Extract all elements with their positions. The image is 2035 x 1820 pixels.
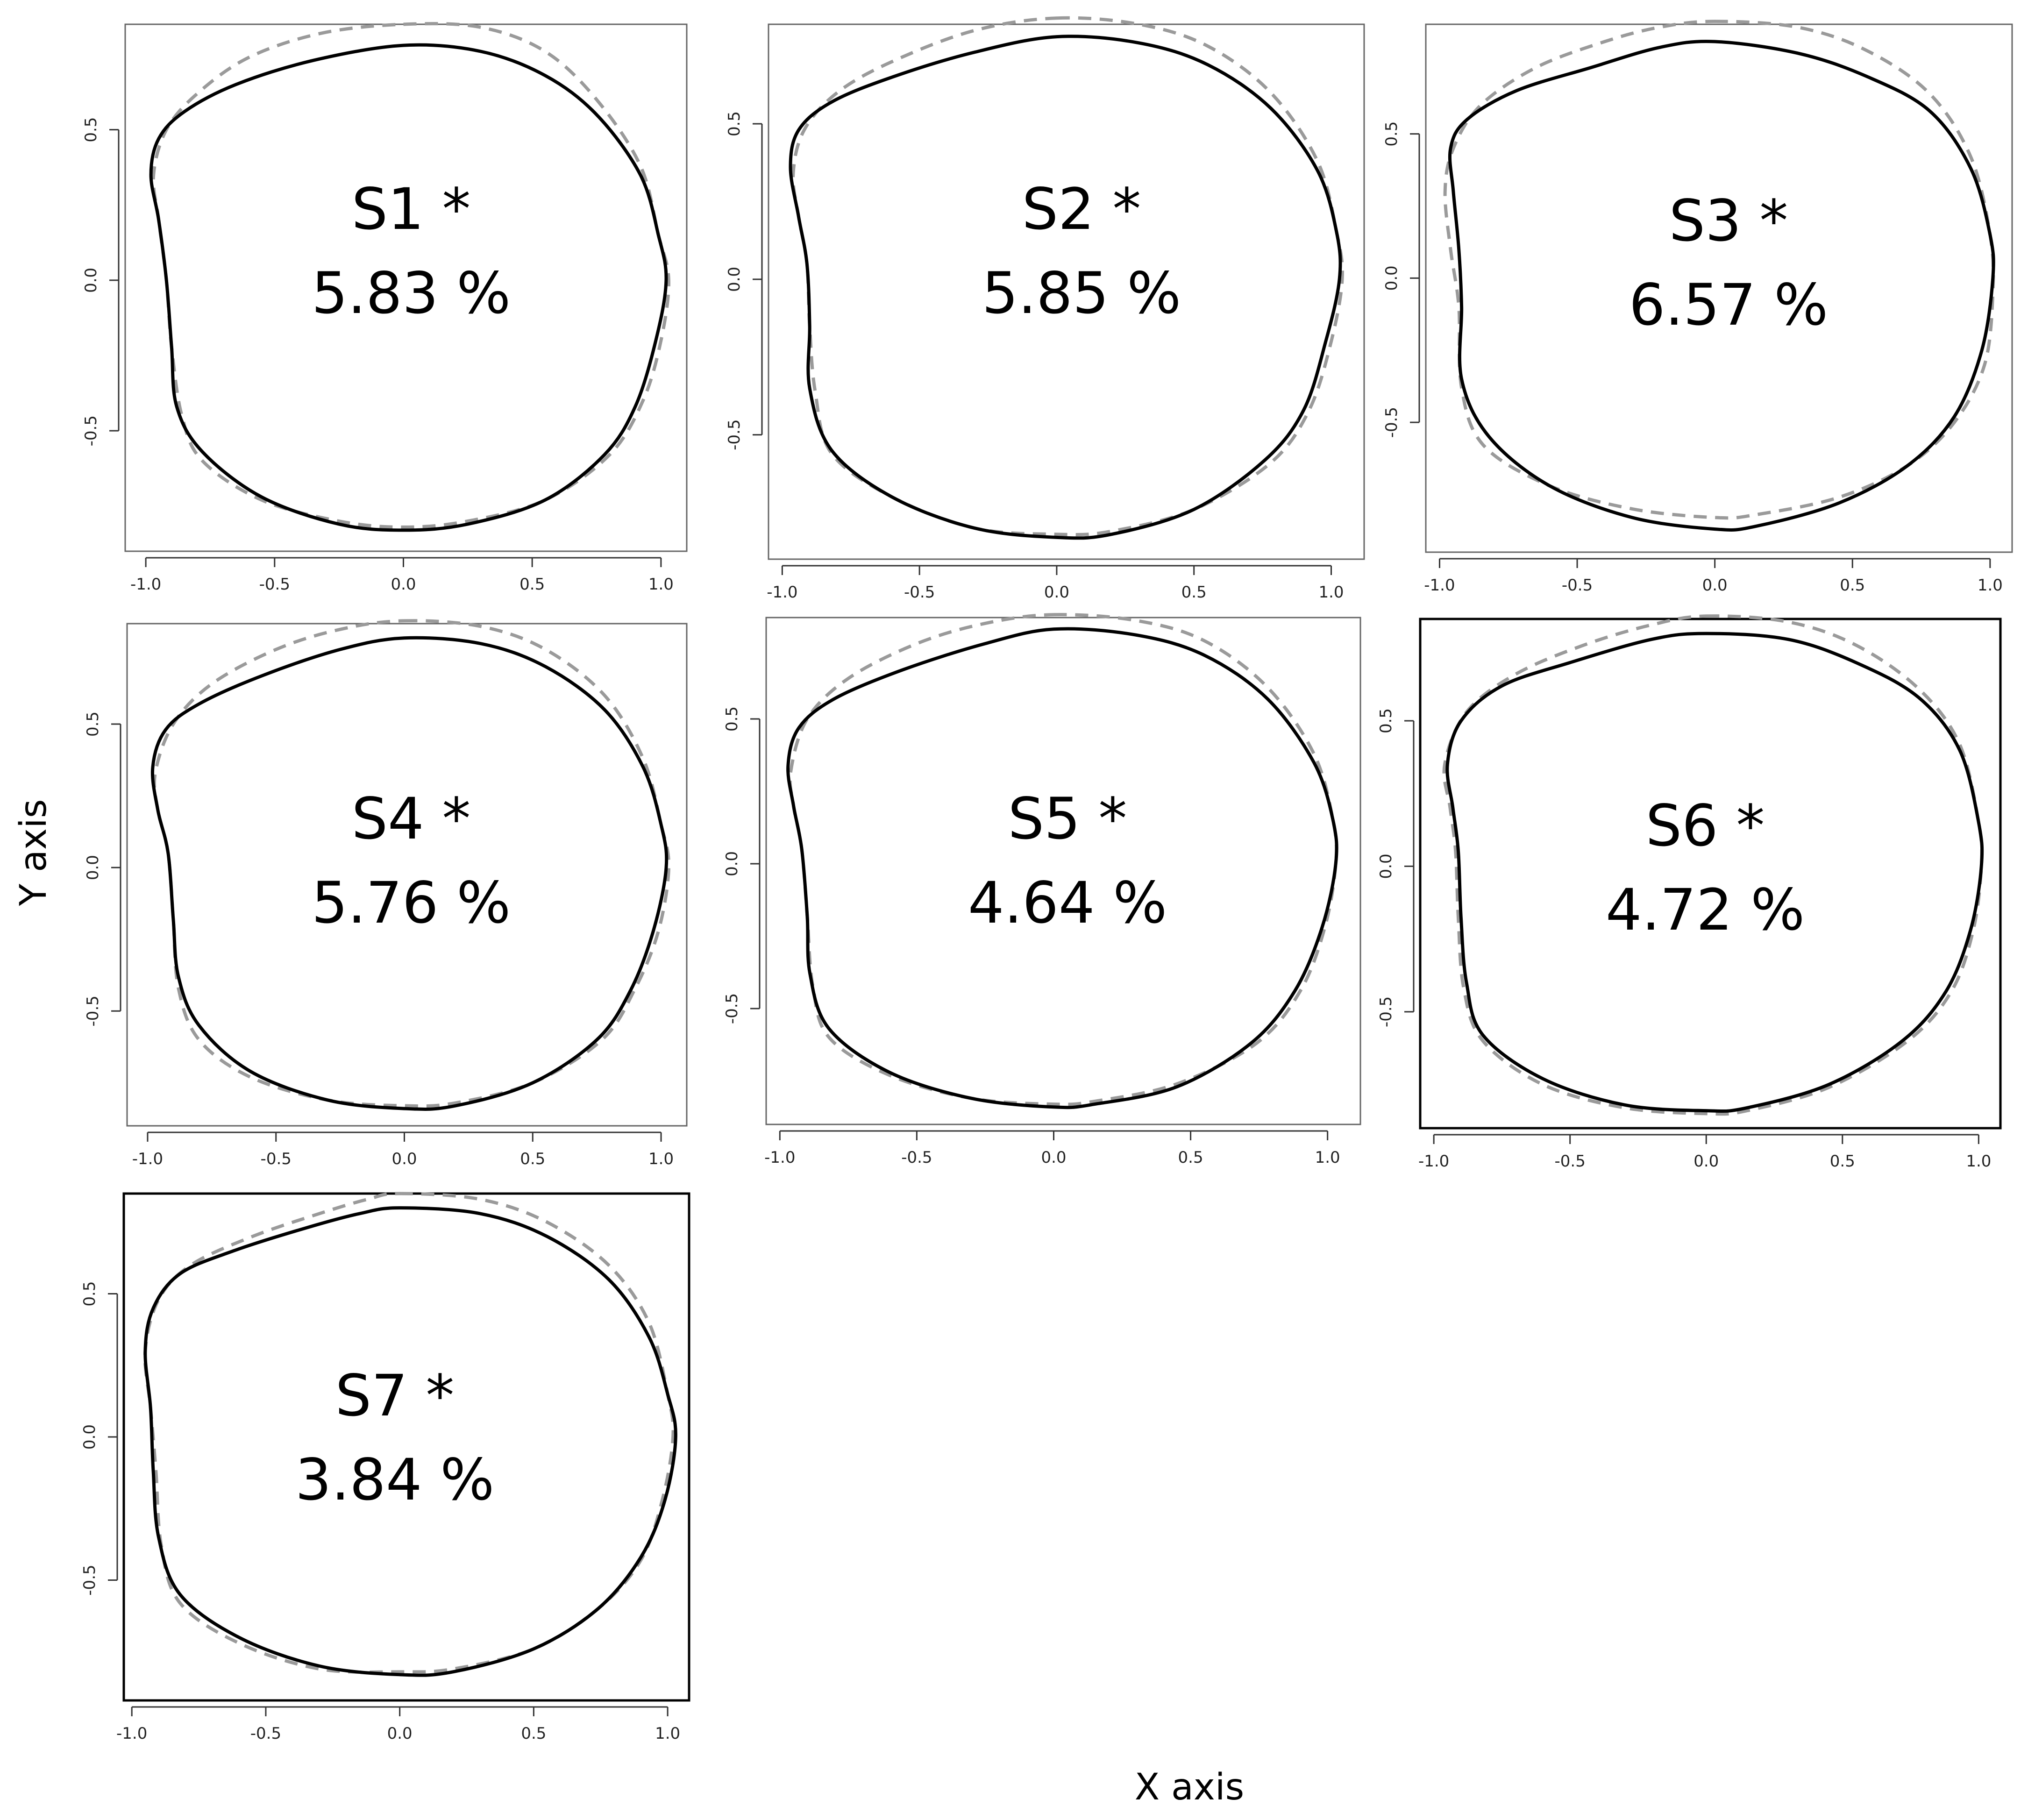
reference-outline-dashed — [1443, 20, 1995, 520]
x-tick-label: 1.0 — [1315, 1148, 1340, 1167]
reference-outline-dashed — [791, 16, 1344, 536]
x-tick-label: 1.0 — [1978, 576, 2003, 595]
x-tick-label: -1.0 — [1424, 576, 1455, 595]
x-tick-label: -1.0 — [767, 583, 797, 602]
x-tick-label: -0.5 — [250, 1724, 281, 1743]
y-tick-label: -0.5 — [80, 1564, 99, 1595]
panel-title: S5 * — [1008, 786, 1127, 852]
x-tick-label: 1.0 — [655, 1724, 680, 1743]
panel-percent: 4.64 % — [968, 870, 1167, 936]
panel-3: -1.0 -0.5 0.0 0.5 1.0 -0.5 0.0 0.5 S3 * 6.57 % — [1382, 20, 2013, 595]
panel-2: -1.0 -0.5 0.0 0.5 1.0 -0.5 0.0 0.5 S2 * 5.85 % — [725, 16, 1365, 602]
panel-1: -1.0 -0.5 0.0 0.5 1.0 -0.5 0.0 0.5 S1 * 5.83 % — [82, 22, 688, 594]
y-tick-label: 0.0 — [80, 1424, 99, 1450]
y-tick-label: 0.5 — [1382, 121, 1401, 147]
panel-percent: 5.85 % — [982, 260, 1181, 327]
panel-percent: 5.83 % — [312, 260, 511, 327]
panel-percent: 6.57 % — [1629, 272, 1828, 338]
panel-7: -1.0 -0.5 0.0 0.5 1.0 -0.5 0.0 0.5 S7 * 3.84 % — [80, 1192, 690, 1743]
observed-outline-solid — [789, 35, 1342, 540]
y-tick-label: -0.5 — [1377, 996, 1395, 1027]
observed-outline-solid — [143, 1206, 677, 1677]
y-tick-label: 0.0 — [723, 851, 741, 876]
x-tick-label: 0.0 — [1044, 583, 1069, 602]
observed-outline-solid — [150, 636, 669, 1111]
x-tick-label: -0.5 — [904, 583, 935, 602]
panel-title: S4 * — [352, 786, 471, 852]
y-tick-label: 0.5 — [725, 111, 744, 136]
x-tick-label: -1.0 — [116, 1724, 147, 1743]
plot-frame — [768, 23, 1365, 560]
reference-outline-dashed — [1442, 614, 1984, 1116]
observed-outline-solid — [1445, 632, 1984, 1113]
plot-frame — [1425, 23, 2013, 553]
observed-outline-solid — [1448, 40, 1995, 532]
x-tick-label: 1.0 — [1966, 1152, 1991, 1171]
x-tick-label: 0.5 — [521, 1724, 546, 1743]
reference-outline-dashed — [151, 22, 670, 529]
x-tick-label: 1.0 — [648, 575, 674, 594]
observed-outline-solid — [786, 627, 1338, 1109]
reference-outline-dashed — [152, 619, 671, 1108]
x-tick-label: -1.0 — [130, 575, 161, 594]
panel-percent: 5.76 % — [312, 870, 511, 936]
y-tick-label: 0.0 — [82, 268, 100, 293]
x-tick-label: 0.0 — [1693, 1152, 1719, 1171]
x-tick-label: 0.0 — [1702, 576, 1728, 595]
x-tick-label: 0.0 — [391, 575, 416, 594]
x-tick-label: -0.5 — [901, 1148, 932, 1167]
x-tick-label: -0.5 — [1555, 1152, 1586, 1171]
panel-title: S1 * — [352, 176, 471, 242]
x-tick-label: -1.0 — [1418, 1152, 1449, 1171]
y-tick-label: 0.5 — [82, 117, 100, 142]
plot-frame — [1419, 618, 2002, 1130]
x-tick-label: 1.0 — [1318, 583, 1344, 602]
x-tick-label: 0.0 — [391, 1150, 417, 1168]
panel-4: -1.0 -0.5 0.0 0.5 1.0 -0.5 0.0 0.5 S4 * 5.76 % — [84, 619, 688, 1168]
panel-title: S7 * — [335, 1363, 455, 1429]
y-axis-title: Y axis — [13, 799, 55, 907]
panel-title: S2 * — [1022, 176, 1141, 242]
y-tick-label: -0.5 — [1382, 407, 1401, 438]
y-tick-label: 0.5 — [723, 706, 741, 732]
panel-5: -1.0 -0.5 0.0 0.5 1.0 -0.5 0.0 0.5 S5 * 4.64 % — [723, 613, 1361, 1167]
x-tick-label: -0.5 — [1562, 576, 1593, 595]
y-tick-label: 0.0 — [725, 267, 744, 292]
x-tick-label: -1.0 — [132, 1150, 163, 1168]
x-tick-label: 0.0 — [1041, 1148, 1066, 1167]
x-tick-label: 0.5 — [1178, 1148, 1203, 1167]
y-tick-label: -0.5 — [723, 993, 741, 1024]
y-tick-label: -0.5 — [725, 419, 744, 450]
x-tick-label: 0.5 — [1840, 576, 1865, 595]
panel-percent: 3.84 % — [295, 1447, 494, 1513]
y-tick-label: -0.5 — [84, 995, 102, 1026]
x-tick-label: 1.0 — [648, 1150, 674, 1168]
y-tick-label: 0.0 — [84, 855, 102, 880]
x-tick-label: 0.0 — [387, 1724, 413, 1743]
panel-percent: 4.72 % — [1606, 877, 1805, 943]
y-tick-label: 0.0 — [1377, 853, 1395, 879]
y-tick-label: 0.5 — [1377, 708, 1395, 733]
plot-frame — [126, 623, 688, 1127]
y-tick-label: 0.5 — [80, 1281, 99, 1307]
plot-frame — [765, 617, 1361, 1125]
x-tick-label: -0.5 — [259, 575, 290, 594]
x-tick-label: 0.5 — [1830, 1152, 1855, 1171]
panel-grid: -1.0 -0.5 0.0 0.5 1.0-0.50.00.5S1 *5.83 %-1.… — [80, 16, 2013, 1743]
x-axis-title: X axis — [1135, 1766, 1245, 1808]
x-tick-label: -0.5 — [261, 1150, 292, 1168]
x-tick-label: 0.5 — [1181, 583, 1207, 602]
x-tick-label: -1.0 — [764, 1148, 795, 1167]
observed-outline-solid — [149, 43, 668, 532]
x-tick-label: 0.5 — [520, 1150, 545, 1168]
panel-6: -1.0 -0.5 0.0 0.5 1.0 -0.5 0.0 0.5 S6 * 4.72 % — [1377, 614, 2002, 1171]
x-tick-label: 0.5 — [519, 575, 545, 594]
y-tick-label: 0.0 — [1382, 265, 1401, 291]
y-tick-label: 0.5 — [84, 711, 102, 737]
y-tick-label: -0.5 — [82, 415, 100, 446]
panel-title: S3 * — [1669, 188, 1788, 254]
panel-title: S6 * — [1646, 793, 1765, 859]
